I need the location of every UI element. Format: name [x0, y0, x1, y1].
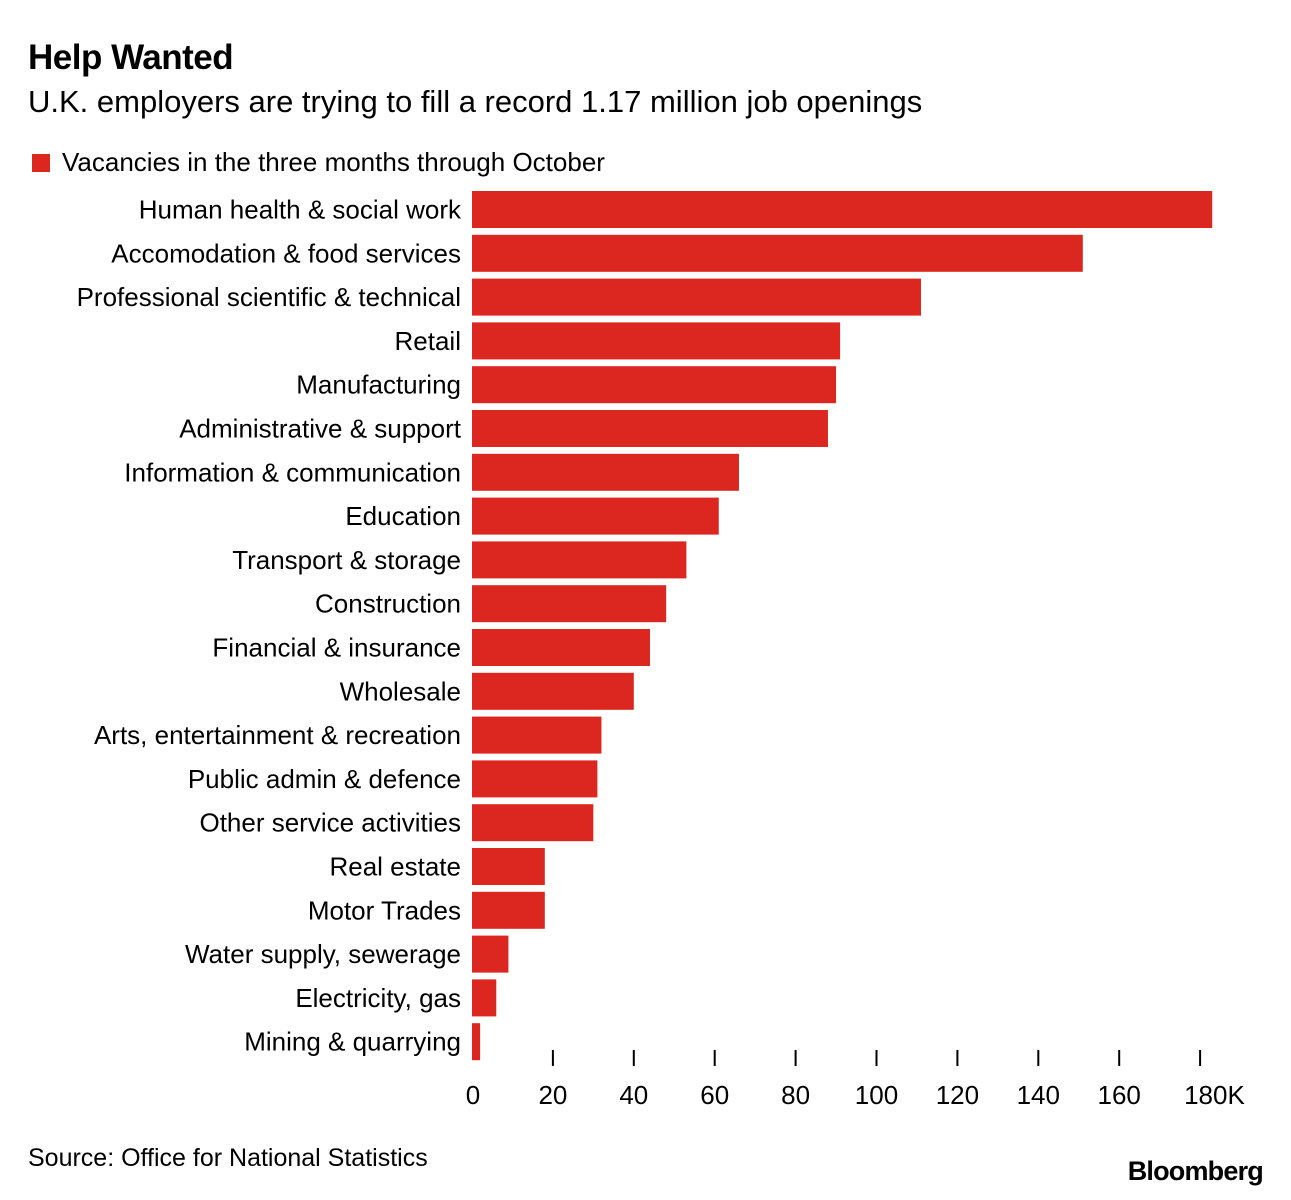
x-tick-label: 180K: [1184, 1080, 1245, 1110]
bar-mining-quarrying: [472, 1023, 481, 1061]
bar-construction: [472, 585, 667, 623]
category-label: Mining & quarrying: [244, 1027, 461, 1057]
bar-wholesale: [472, 672, 634, 710]
bar-education: [472, 497, 719, 535]
category-label: Human health & social work: [139, 195, 462, 225]
category-label: Public admin & defence: [188, 764, 461, 794]
bar-information-communication: [472, 453, 739, 491]
category-label: Administrative & support: [179, 414, 462, 444]
bar-arts-entertainment-recreation: [472, 716, 602, 754]
legend-swatch: [32, 153, 50, 172]
bar-electricity-gas: [472, 979, 497, 1017]
bar-real-estate: [472, 848, 545, 885]
x-tick-label: 20: [538, 1080, 567, 1110]
category-label: Accomodation & food services: [111, 238, 461, 268]
category-label: Arts, entertainment & recreation: [94, 720, 461, 750]
x-tick-label: 100: [855, 1080, 898, 1110]
category-label: Other service activities: [199, 808, 461, 838]
bar-public-admin-defence: [472, 760, 598, 798]
x-tick-label: 60: [700, 1080, 729, 1110]
x-tick-label: 80: [781, 1080, 810, 1110]
category-label: Electricity, gas: [295, 983, 461, 1013]
source-note: Source: Office for National Statistics: [28, 1144, 428, 1172]
x-tick-label: 40: [619, 1080, 648, 1110]
bar-human-health-social-work: [472, 191, 1213, 228]
chart-legend: Vacancies in the three months through Oc…: [32, 147, 605, 178]
bloomberg-logo: Bloomberg: [1127, 1156, 1264, 1186]
x-tick-label: 0: [466, 1080, 480, 1110]
chart-title: Help Wanted: [28, 38, 234, 77]
chart-subtitle: U.K. employers are trying to fill a reco…: [28, 84, 923, 119]
category-label: Wholesale: [340, 676, 461, 706]
bar-motor-trades: [472, 891, 545, 929]
category-label: Retail: [395, 326, 461, 356]
legend-label: Vacancies in the three months through Oc…: [62, 147, 605, 177]
bar-other-service-activities: [472, 804, 594, 842]
bar-manufacturing: [472, 366, 837, 404]
category-label: Motor Trades: [308, 895, 461, 925]
category-label: Information & communication: [124, 457, 461, 487]
bar-retail: [472, 322, 841, 360]
category-label: Manufacturing: [296, 370, 461, 400]
bar-professional-scientific-technical: [472, 278, 921, 316]
x-tick-label: 140: [1017, 1080, 1060, 1110]
category-label: Professional scientific & technical: [77, 282, 461, 312]
x-tick-label: 120: [936, 1080, 979, 1110]
bar-financial-insurance: [472, 629, 650, 666]
category-label: Water supply, sewerage: [185, 939, 461, 969]
category-label: Real estate: [329, 852, 461, 882]
category-label: Financial & insurance: [212, 633, 461, 663]
bar-transport-storage: [472, 541, 687, 579]
bar-administrative-support: [472, 410, 828, 447]
bar-accomodation-food-services: [472, 234, 1083, 272]
category-label: Education: [345, 501, 461, 531]
category-label: Construction: [315, 589, 461, 619]
category-label: Transport & storage: [232, 545, 461, 575]
bar-water-supply-sewerage: [472, 935, 509, 973]
x-tick-label: 160: [1098, 1080, 1141, 1110]
